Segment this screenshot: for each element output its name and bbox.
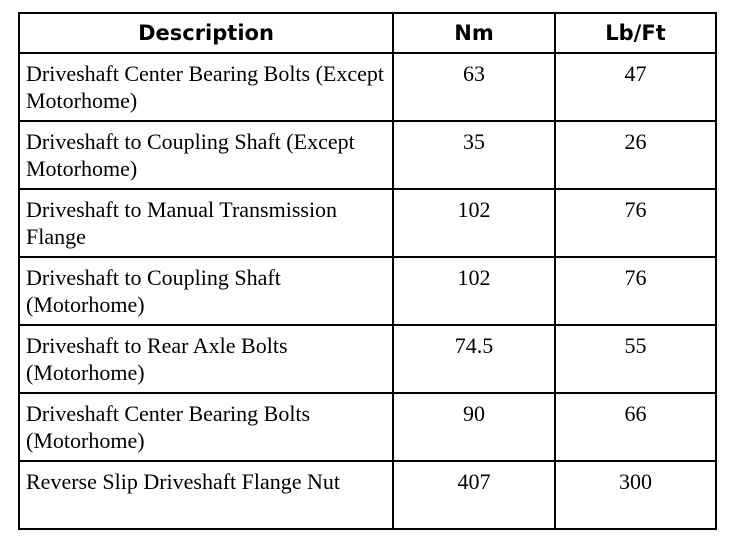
- lbft-cell: 26: [554, 120, 717, 190]
- description-cell: Driveshaft to Coupling Shaft (Except Mot…: [18, 120, 394, 190]
- header-nm: Nm: [392, 12, 556, 54]
- nm-cell: 407: [392, 460, 556, 530]
- table-row: Driveshaft to Manual Transmission Flange…: [18, 188, 717, 258]
- description-cell: Reverse Slip Driveshaft Flange Nut: [18, 460, 394, 530]
- description-cell: Driveshaft Center Bearing Bolts (Except …: [18, 52, 394, 122]
- lbft-cell: 66: [554, 392, 717, 462]
- header-description: Description: [18, 12, 394, 54]
- nm-cell: 74.5: [392, 324, 556, 394]
- lbft-cell: 300: [554, 460, 717, 530]
- description-cell: Driveshaft Center Bearing Bolts (Motorho…: [18, 392, 394, 462]
- description-cell: Driveshaft to Manual Transmission Flange: [18, 188, 394, 258]
- nm-cell: 90: [392, 392, 556, 462]
- lbft-cell: 47: [554, 52, 717, 122]
- lbft-cell: 76: [554, 256, 717, 326]
- nm-cell: 102: [392, 256, 556, 326]
- torque-spec-table: Description Nm Lb/Ft Driveshaft Center B…: [18, 12, 717, 530]
- table-row: Driveshaft to Rear Axle Bolts (Motorhome…: [18, 324, 717, 394]
- table-row: Driveshaft to Coupling Shaft (Except Mot…: [18, 120, 717, 190]
- lbft-cell: 55: [554, 324, 717, 394]
- nm-cell: 102: [392, 188, 556, 258]
- table-row: Driveshaft to Coupling Shaft (Motorhome)…: [18, 256, 717, 326]
- nm-cell: 63: [392, 52, 556, 122]
- table-row: Driveshaft Center Bearing Bolts (Except …: [18, 52, 717, 122]
- lbft-cell: 76: [554, 188, 717, 258]
- description-cell: Driveshaft to Coupling Shaft (Motorhome): [18, 256, 394, 326]
- table-row: Driveshaft Center Bearing Bolts (Motorho…: [18, 392, 717, 462]
- nm-cell: 35: [392, 120, 556, 190]
- description-cell: Driveshaft to Rear Axle Bolts (Motorhome…: [18, 324, 394, 394]
- header-row: Description Nm Lb/Ft: [18, 12, 717, 54]
- table-row: Reverse Slip Driveshaft Flange Nut 407 300: [18, 460, 717, 530]
- header-lbft: Lb/Ft: [554, 12, 717, 54]
